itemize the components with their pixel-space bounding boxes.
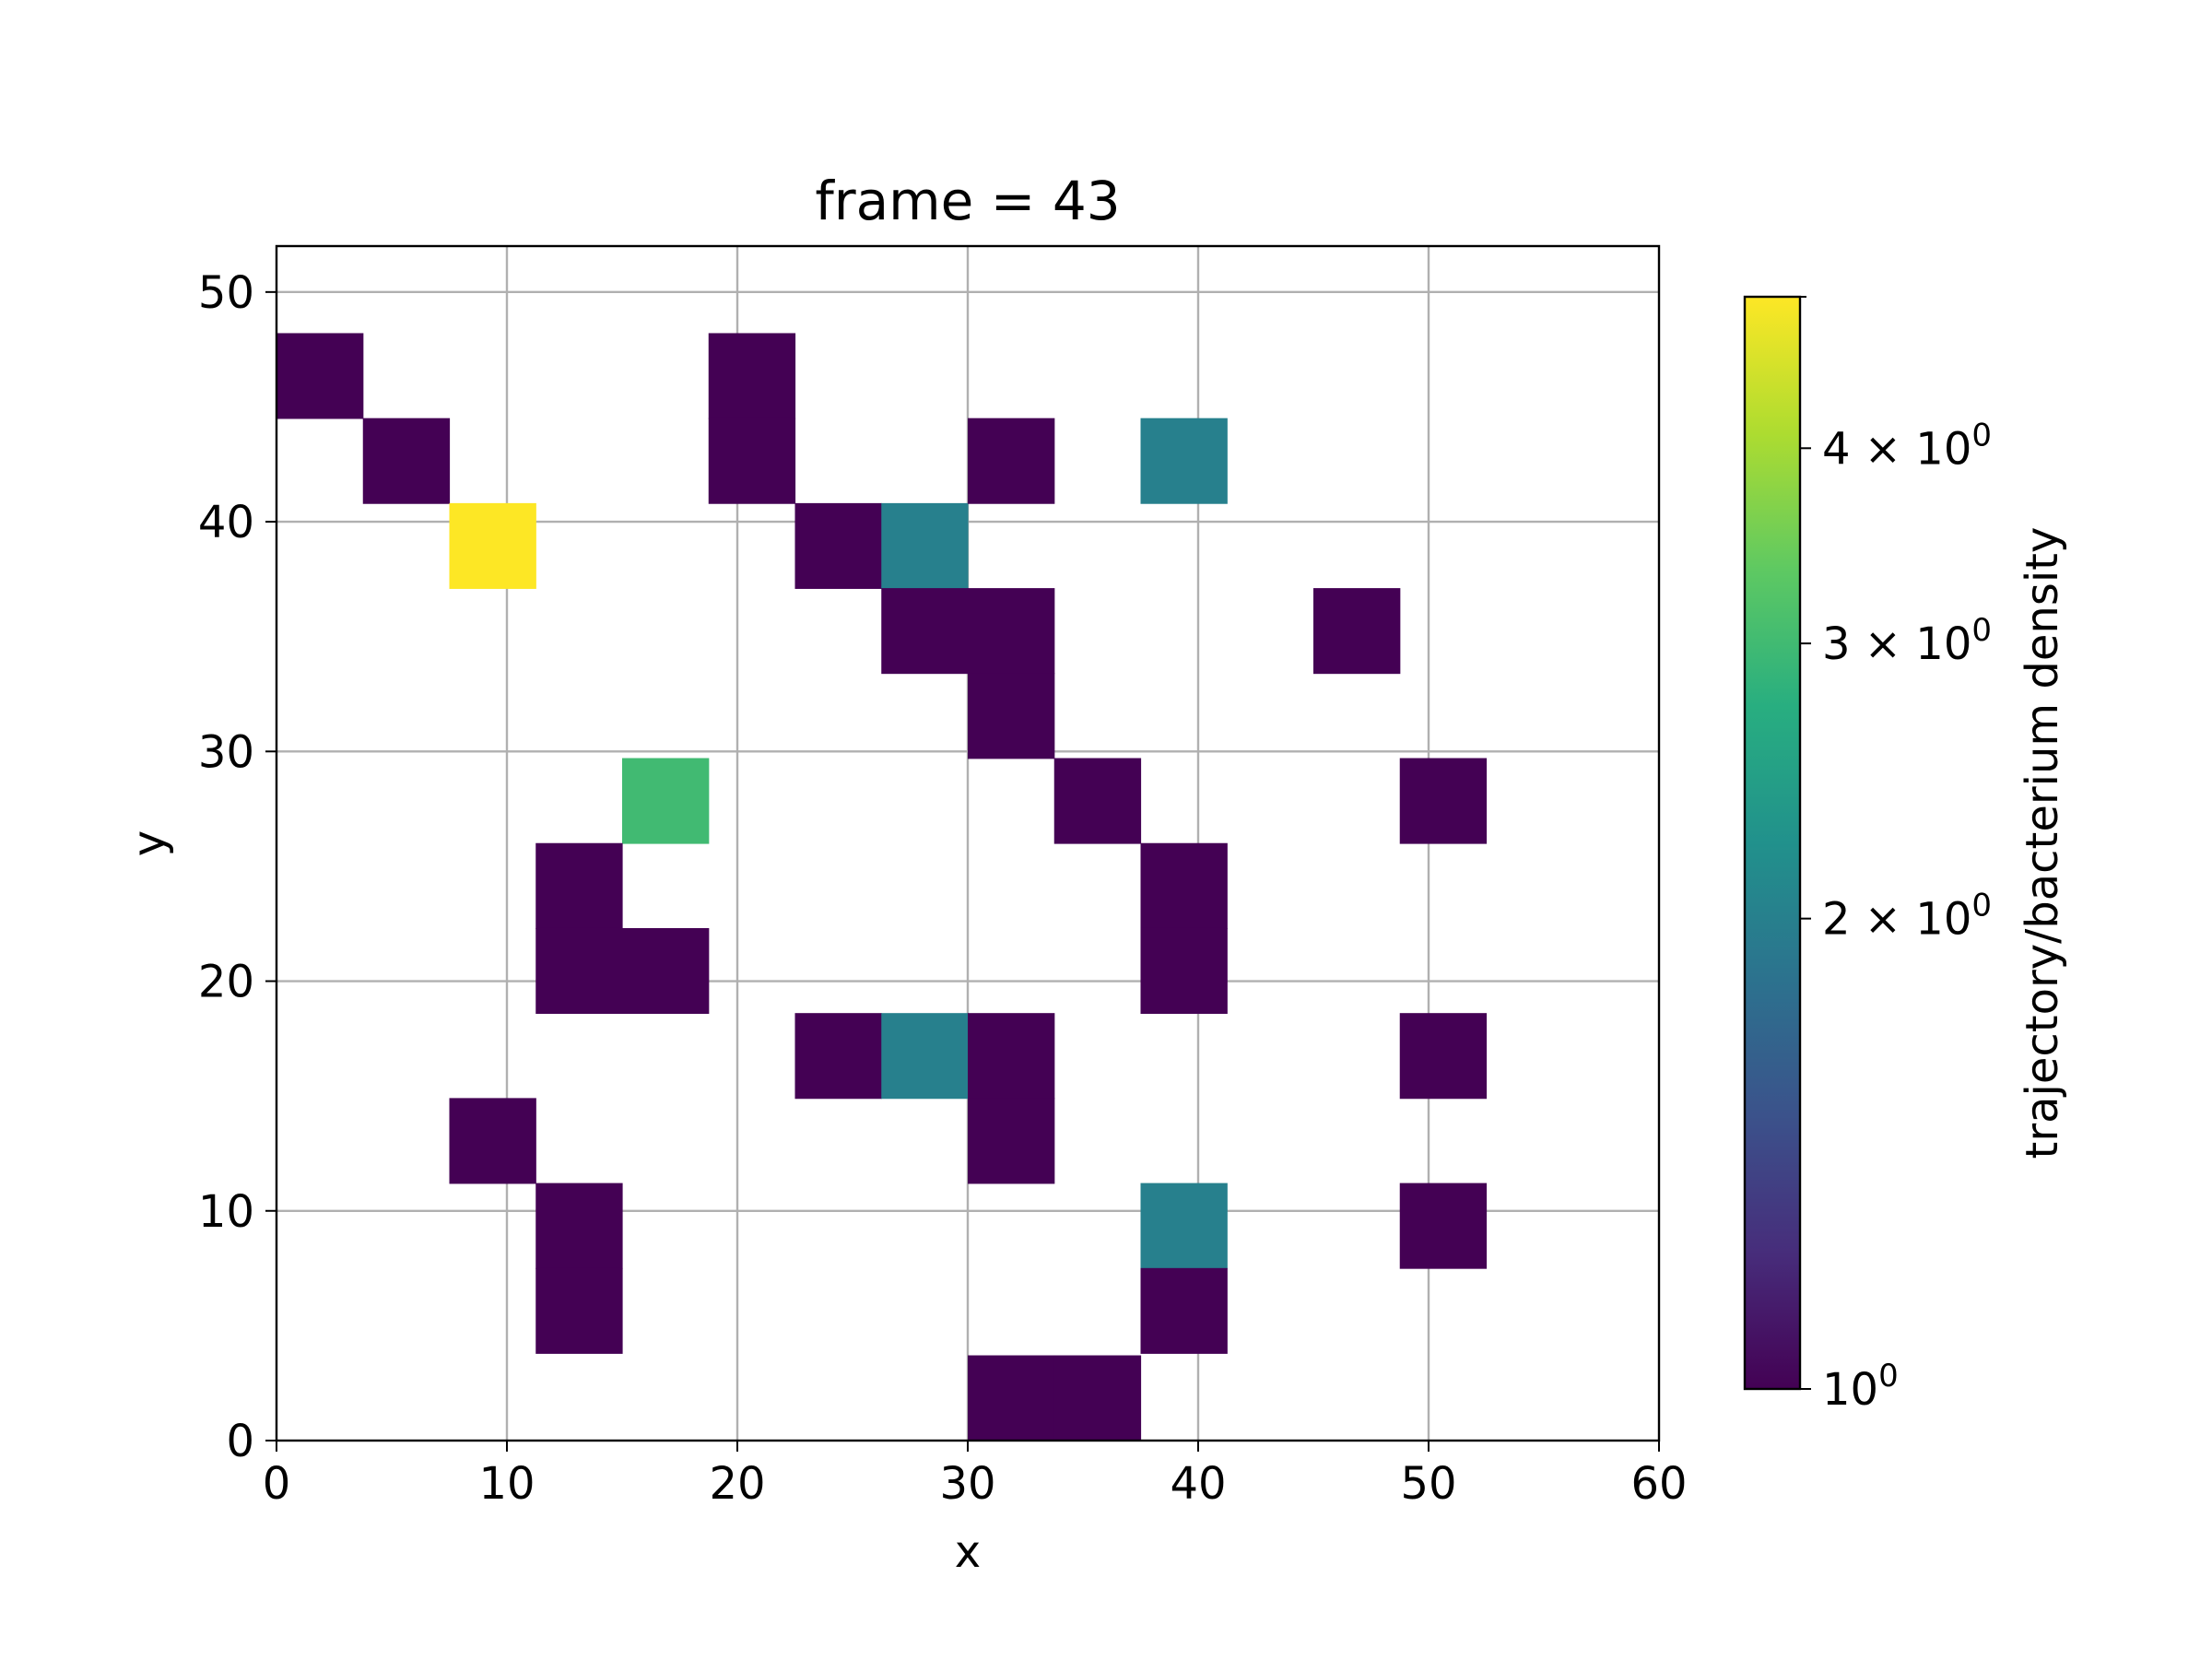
heatmap-cell (1399, 758, 1488, 844)
heatmap-cell (708, 333, 796, 419)
colorbar-tick-label: 100 (1822, 1358, 1899, 1416)
x-axis-ticks: 0 10 20 30 40 50 60 (263, 1441, 1688, 1510)
heatmap-cell (1053, 1355, 1142, 1441)
heatmap-cell (968, 1098, 1055, 1184)
x-tick-label: 60 (1630, 1458, 1687, 1510)
heatmap-cell (1399, 1182, 1488, 1269)
heatmap-cell (794, 1013, 882, 1100)
heatmap-cell (968, 418, 1055, 504)
heatmap-cell (968, 1013, 1055, 1100)
heatmap-cell (881, 502, 969, 589)
colorbar-tick-label: 3 × 100 (1822, 612, 1992, 670)
heatmap-cell (622, 927, 710, 1015)
heatmap-cell (449, 1098, 536, 1184)
heatmap-cell (1053, 758, 1142, 844)
heatmap-cell (1313, 588, 1401, 675)
colorbar-ticks: 100 2 × 100 3 × 100 4 × 100 (1800, 296, 1992, 1416)
heatmap-cell (968, 588, 1055, 675)
y-tick-label: 10 (198, 1186, 254, 1238)
heatmap-cell (1140, 927, 1228, 1015)
x-tick-label: 0 (263, 1458, 291, 1510)
y-axis-label: y (124, 830, 175, 856)
heatmap-cell (968, 1355, 1055, 1441)
heatmap-cell (622, 758, 710, 844)
heatmap-cell (968, 673, 1055, 759)
heatmap-cell (1140, 1182, 1228, 1269)
colorbar-label: trajectory/bacterium density (2017, 527, 2068, 1159)
y-tick-label: 50 (198, 267, 254, 319)
heatmap-cell (535, 842, 623, 929)
x-tick-label: 30 (939, 1458, 995, 1510)
heatmap-cell (535, 1267, 623, 1354)
x-tick-label: 40 (1170, 1458, 1226, 1510)
x-tick-label: 50 (1400, 1458, 1456, 1510)
heatmap-cell (535, 1182, 623, 1269)
heatmap-cell (535, 927, 623, 1015)
x-axis-label: x (955, 1526, 981, 1578)
y-tick-label: 30 (198, 726, 254, 778)
y-tick-label: 0 (226, 1416, 254, 1467)
heatmap-cell (1140, 418, 1228, 504)
heatmap-cell (881, 588, 969, 675)
heatmap-cell (1399, 1013, 1488, 1100)
heatmap-cell (794, 502, 882, 589)
chart-title: frame = 43 (815, 170, 1120, 232)
heatmap-cell (362, 418, 451, 504)
colorbar-tick-label: 2 × 100 (1822, 888, 1992, 946)
heatmap-cell (276, 333, 364, 419)
colorbar (1743, 295, 1802, 1391)
heatmap-cell (881, 1013, 969, 1100)
heatmap-cells (276, 333, 1488, 1441)
y-axis-ticks: 0 10 20 30 40 50 (198, 267, 276, 1467)
y-tick-label: 40 (198, 497, 254, 548)
heatmap-cell (1140, 842, 1228, 929)
heatmap-cell (708, 418, 796, 504)
x-tick-label: 10 (478, 1458, 535, 1510)
heatmap-cell (1140, 1267, 1228, 1354)
heatmap-cell (449, 502, 536, 589)
y-tick-label: 20 (198, 957, 254, 1008)
x-tick-label: 20 (709, 1458, 765, 1510)
colorbar-tick-label: 4 × 100 (1822, 417, 1992, 475)
